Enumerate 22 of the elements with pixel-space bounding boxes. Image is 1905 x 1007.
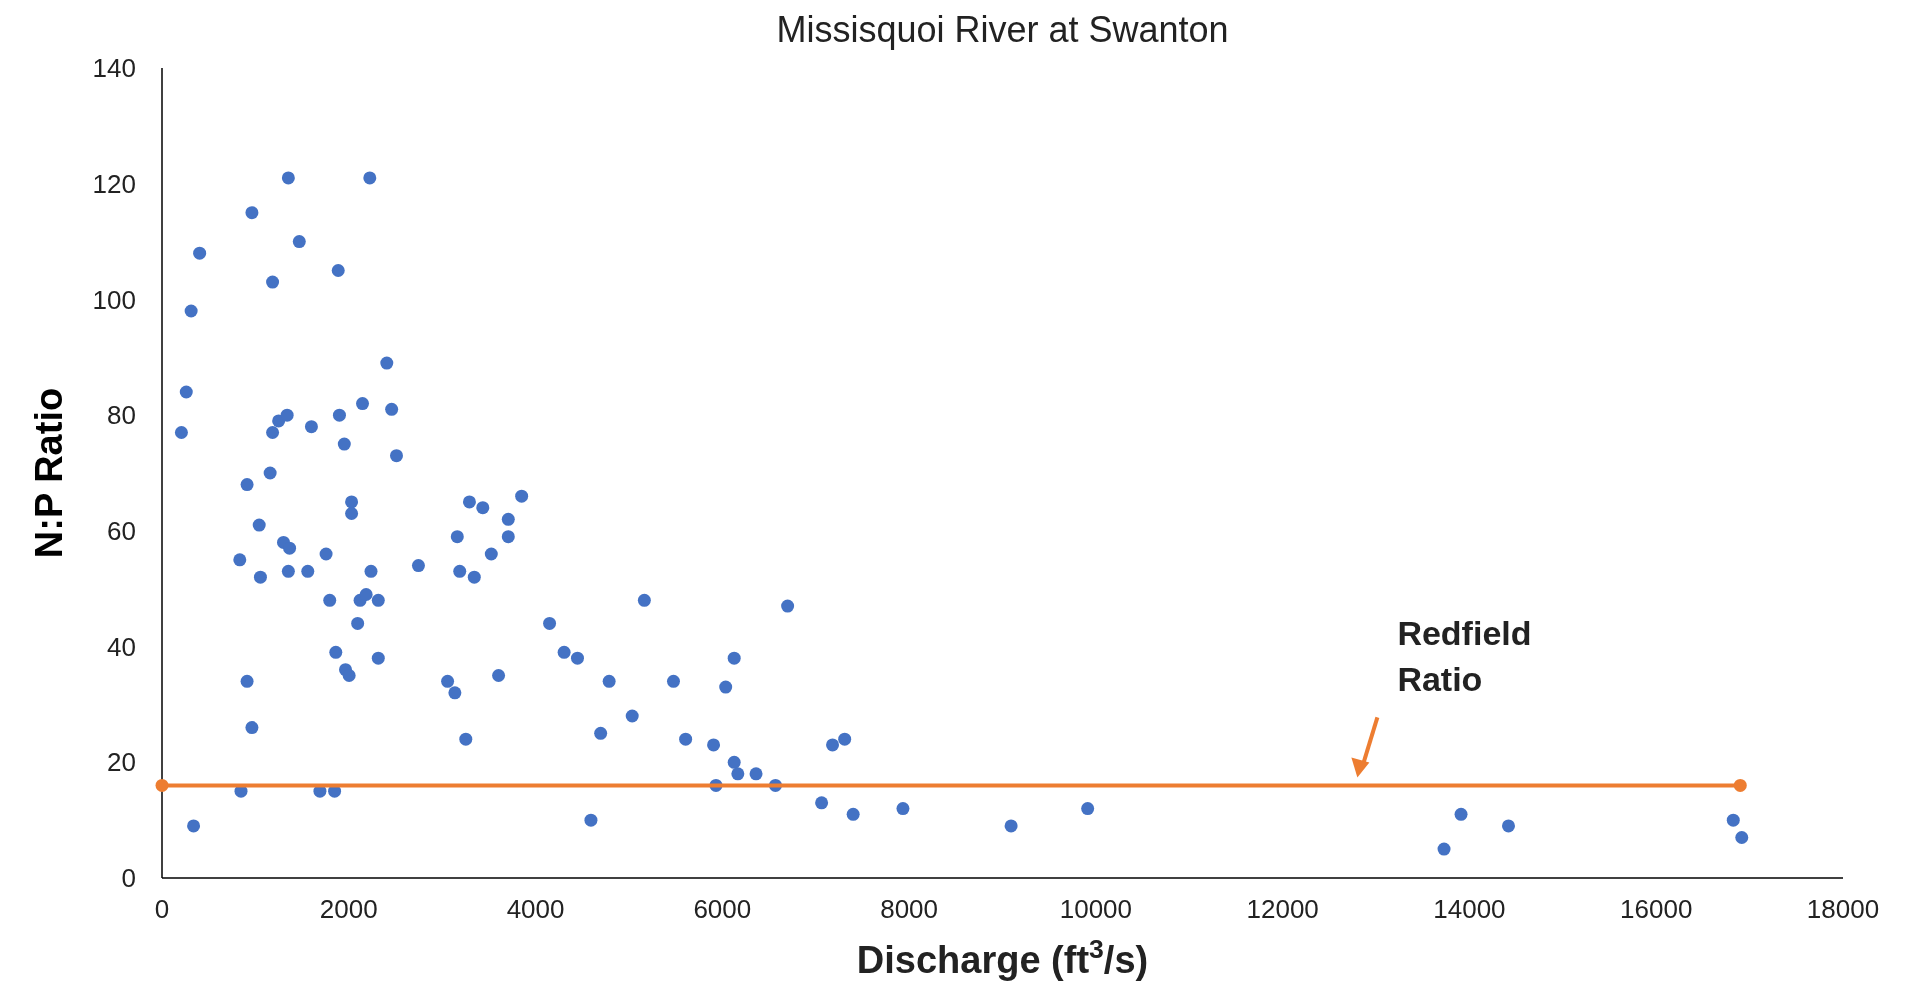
x-tick-label: 0 xyxy=(154,894,170,924)
x-tick-label: 10000 xyxy=(1059,894,1133,924)
y-tick-label: 20 xyxy=(107,747,136,778)
x-tick-label: 14000 xyxy=(1433,894,1506,924)
x-tick-label: 2000 xyxy=(319,894,378,924)
x-tick-label: 4000 xyxy=(506,894,565,924)
x-tick-label: 8000 xyxy=(880,894,939,924)
y-tick-label: 40 xyxy=(107,631,136,662)
x-axis-title: Discharge (ft$^{3}$/s) xyxy=(856,934,1149,981)
x-tick-label: 18000 xyxy=(1806,894,1880,924)
x-tick-label: 12000 xyxy=(1246,894,1319,924)
chart-title: Missisquoi River at Swanton xyxy=(776,9,1229,50)
y-tick-label: 100 xyxy=(92,284,136,315)
y-tick-label: 80 xyxy=(107,400,136,431)
x-tick-label: 16000 xyxy=(1620,894,1693,924)
annotation: Redfield Ratio xyxy=(1397,614,1532,699)
y-tick-label: 60 xyxy=(107,515,136,546)
y-tick-label: 140 xyxy=(92,53,136,84)
y-tick-label: 120 xyxy=(92,168,136,199)
y-tick-label: 0 xyxy=(121,863,136,894)
y-axis-title: N:P Ratio xyxy=(28,387,70,559)
x-tick-label: 6000 xyxy=(693,894,752,924)
